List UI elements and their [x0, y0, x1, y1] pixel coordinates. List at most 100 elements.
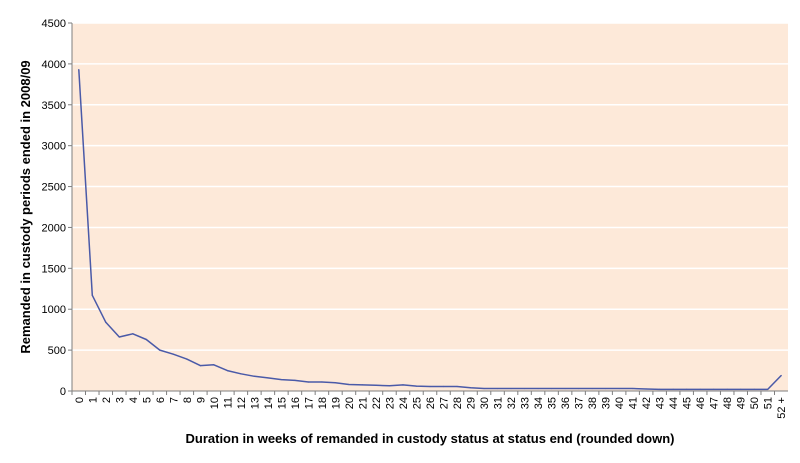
data-point [118, 336, 120, 338]
x-tick-label: 35 [547, 397, 559, 409]
x-tick-label: 47 [709, 397, 721, 409]
x-tick-label: 14 [263, 397, 275, 409]
data-point [213, 364, 215, 366]
data-point [618, 387, 620, 390]
data-point [91, 294, 93, 296]
data-point [172, 353, 174, 355]
data-point [713, 388, 715, 390]
x-tick-label: 11 [222, 397, 234, 408]
y-tick-label: 3500 [42, 100, 66, 112]
x-tick-label: 41 [628, 397, 640, 409]
data-point [767, 388, 769, 390]
x-tick-label: 26 [425, 397, 437, 409]
x-axis-title: Duration in weeks of remanded in custody… [186, 431, 675, 446]
x-tick-label: 37 [574, 397, 586, 409]
x-tick-label: 51 [763, 397, 775, 409]
data-point [132, 333, 134, 335]
data-point [267, 377, 269, 379]
x-tick-label: 38 [587, 397, 599, 409]
plot-area [72, 23, 788, 391]
x-tick-label: 3 [114, 397, 126, 403]
x-tick-label: 8 [182, 397, 194, 403]
x-tick-label: 6 [155, 397, 167, 403]
x-tick-label: 24 [398, 397, 410, 409]
data-point [145, 338, 147, 341]
x-tick-label: 18 [317, 397, 329, 409]
data-point [348, 383, 350, 386]
x-tick-label: 30 [479, 397, 491, 409]
x-tick-label: 13 [249, 397, 261, 409]
x-tick-label: 50 [749, 397, 761, 409]
data-point [78, 69, 80, 71]
data-point [605, 387, 607, 390]
data-point [740, 388, 742, 390]
data-point [402, 384, 404, 386]
x-tick-label: 28 [452, 397, 464, 409]
x-tick-label: 49 [736, 397, 748, 409]
data-point [321, 381, 323, 383]
data-point [659, 388, 661, 390]
data-point [186, 358, 188, 360]
data-point [253, 375, 255, 377]
data-point [307, 381, 310, 383]
x-tick-label: 48 [722, 397, 734, 409]
x-tick-label: 4 [128, 397, 140, 403]
y-tick-label: 2500 [42, 182, 66, 194]
x-tick-label: 25 [411, 397, 423, 409]
data-point [699, 388, 701, 390]
x-tick-label: 23 [384, 397, 396, 409]
x-tick-label: 29 [466, 397, 478, 409]
x-tick-label: 42 [641, 397, 653, 409]
x-tick-label: 39 [601, 397, 613, 409]
data-point [375, 384, 377, 386]
x-tick-label: 34 [533, 397, 545, 409]
y-tick-label: 2000 [42, 222, 66, 234]
data-point [456, 385, 458, 388]
x-tick-label: 40 [614, 397, 626, 409]
data-point [199, 365, 201, 367]
data-point [753, 388, 755, 390]
data-point [159, 349, 161, 351]
x-tick-label: 10 [209, 397, 221, 409]
data-point [280, 378, 282, 381]
y-tick-label: 3000 [42, 141, 66, 153]
data-point [550, 387, 553, 390]
data-point [294, 379, 296, 381]
data-point [483, 387, 485, 390]
x-tick-label: 7 [168, 397, 180, 403]
x-tick-label: 43 [655, 397, 667, 409]
data-point [645, 388, 647, 390]
y-tick-label: 0 [60, 386, 66, 398]
x-tick-label: 0 [74, 397, 86, 403]
data-point [415, 385, 418, 387]
x-tick-label: 2 [101, 397, 113, 403]
data-point [632, 387, 634, 390]
gridlines [72, 22, 788, 351]
y-tick-label: 4000 [42, 59, 66, 71]
x-tick-label: 32 [506, 397, 518, 409]
x-tick-label: 5 [141, 397, 153, 403]
data-point [226, 369, 228, 372]
y-tick-label: 500 [48, 345, 66, 357]
x-tick-label: 17 [303, 397, 315, 409]
data-point [105, 321, 107, 323]
data-point [578, 387, 580, 390]
data-point [686, 388, 688, 390]
data-point [780, 374, 782, 377]
data-point [442, 385, 445, 388]
data-point [510, 387, 512, 390]
data-point [537, 387, 539, 390]
x-tick-label: 52 + [776, 397, 788, 419]
data-point [591, 387, 593, 390]
x-tick-label: 36 [560, 397, 572, 409]
x-tick-label: 27 [439, 397, 451, 409]
x-tick-label: 19 [330, 397, 342, 409]
x-tick-label: 45 [682, 397, 694, 409]
x-tick-label: 22 [371, 397, 383, 409]
y-tick-label: 1500 [42, 263, 66, 275]
y-tick-label: 1000 [42, 304, 66, 316]
data-point [564, 387, 566, 390]
x-tick-label: 20 [344, 397, 356, 409]
x-tick-label: 9 [195, 397, 207, 403]
